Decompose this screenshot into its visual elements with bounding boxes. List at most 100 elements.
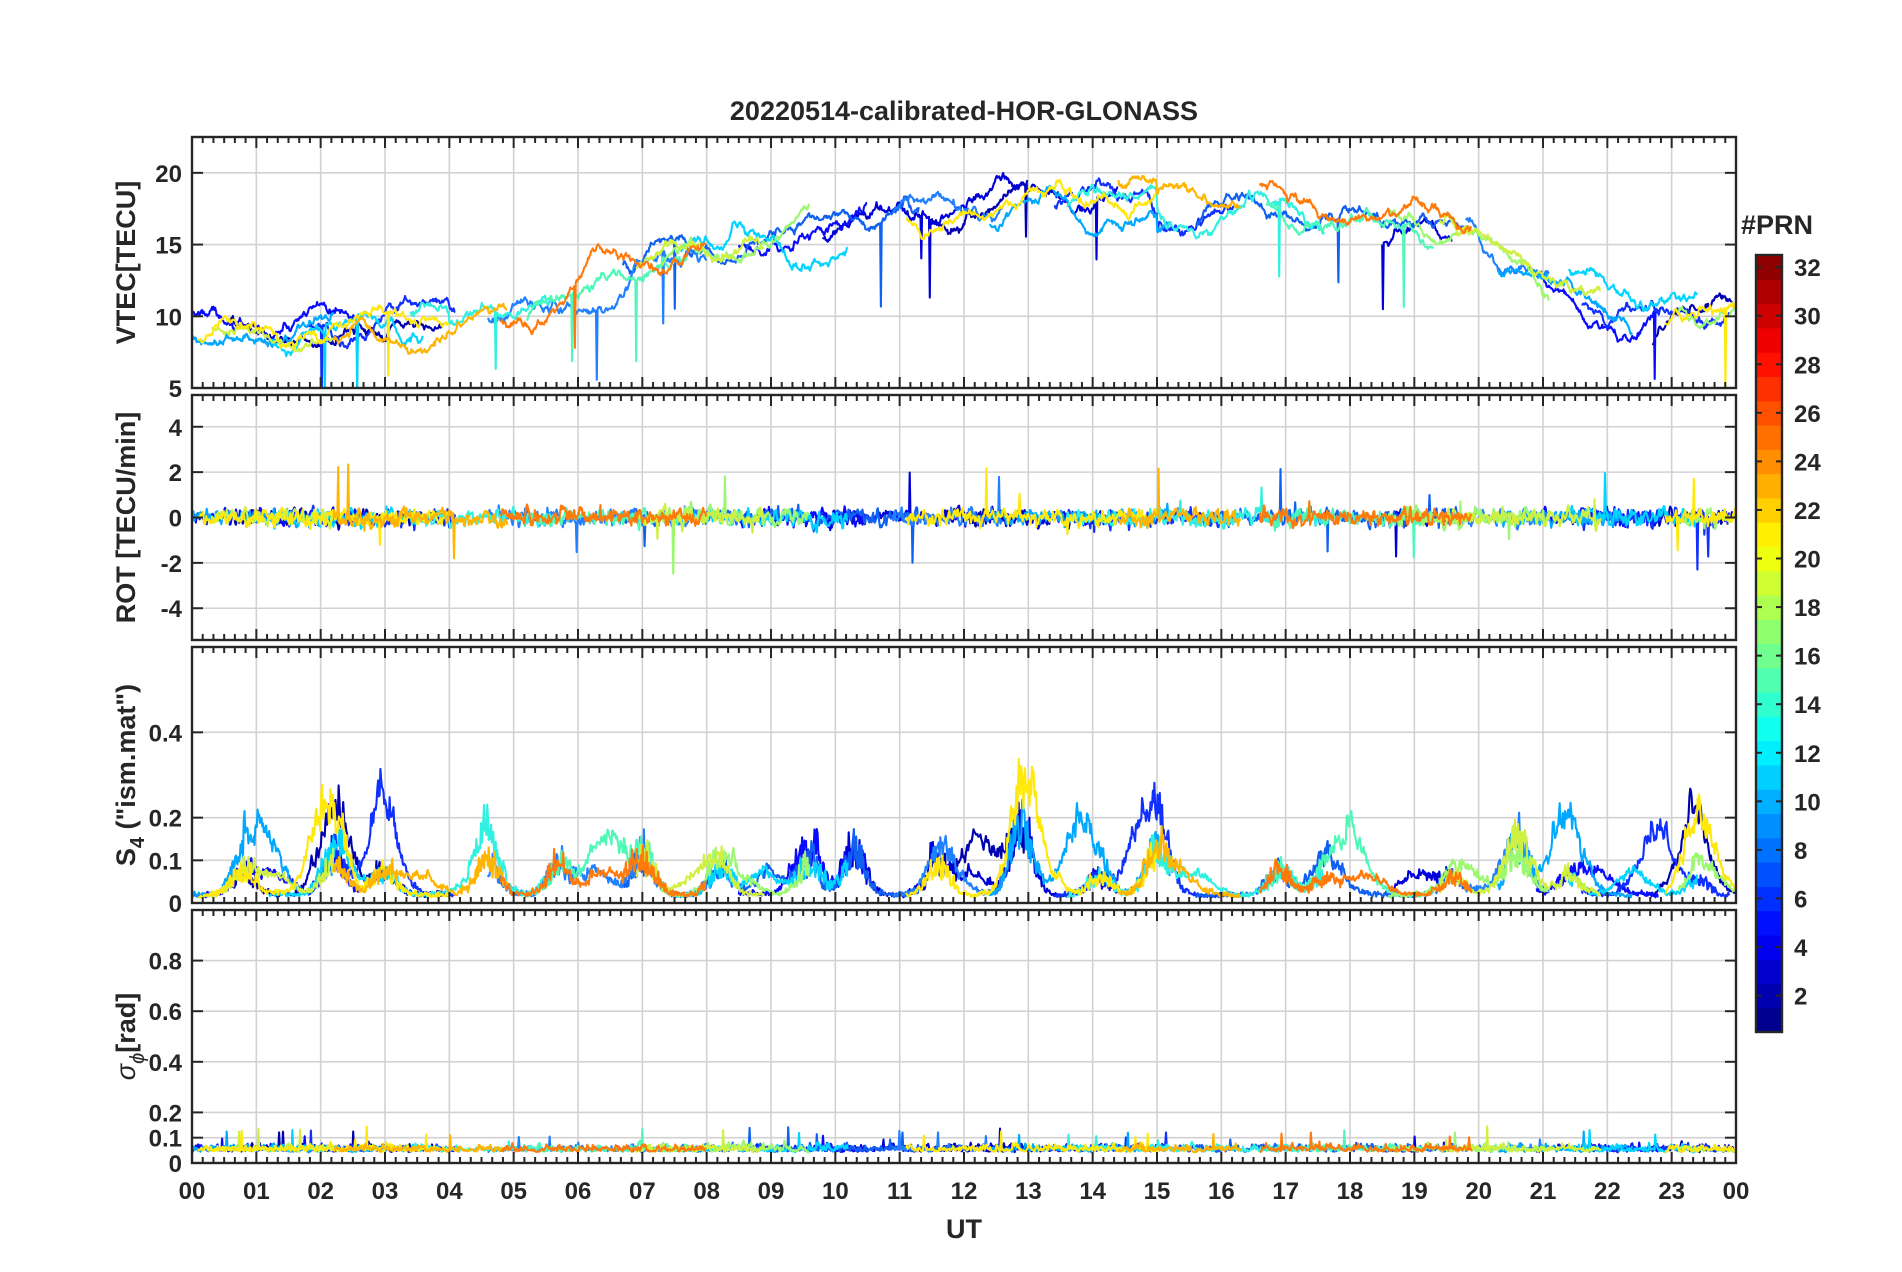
y-tick-label: 5 (169, 376, 182, 403)
colorbar-swatch (1756, 522, 1782, 547)
y-axis-label: VTEC[TECU] (111, 181, 141, 345)
series-lines (192, 171, 1736, 388)
series-line-prn-13 (197, 506, 450, 547)
colorbar-swatch (1756, 1007, 1782, 1033)
x-tick-label: 10 (822, 1178, 849, 1205)
series-line-prn-13 (905, 1130, 1158, 1153)
series-line-prn-13 (905, 178, 1157, 241)
x-tick-label: 03 (372, 1178, 399, 1205)
x-axis-label: UT (946, 1214, 982, 1244)
series-line-prn-14 (332, 463, 509, 560)
y-tick-label: 0.4 (149, 1050, 183, 1077)
colorbar-tick-label: 2 (1794, 984, 1807, 1011)
y-axis-label: σϕ[rad] (111, 993, 149, 1080)
x-tick-label: 05 (500, 1178, 527, 1205)
colorbar-swatch (1756, 570, 1782, 596)
x-tick-label: 16 (1208, 1178, 1235, 1205)
series-line-prn-13 (905, 758, 1158, 898)
y-tick-label: 0 (169, 1151, 182, 1178)
y-axis-label: ROT [TECU/min] (111, 412, 141, 623)
x-tick-labels: 00 01 02 03 04 05 06 07 08 09 10 11 12 13 14 15 16 17 18 19… (179, 1178, 1750, 1205)
series-line-prn-9 (1066, 183, 1325, 278)
x-tick-label: 02 (307, 1178, 334, 1205)
x-tick-label: 19 (1401, 1178, 1428, 1205)
y-tick-label: 0.6 (149, 999, 182, 1026)
x-tick-label: 00 (179, 1178, 206, 1205)
y-axis-label-rest: ("ism.mat") (111, 684, 141, 837)
series-line-prn-3 (737, 201, 868, 257)
series-line-prn-3 (1535, 270, 1660, 381)
x-tick-label: 09 (758, 1178, 785, 1205)
series-line-prn-15 (499, 844, 707, 898)
series-line-prn-3 (1535, 855, 1659, 899)
colorbar-tick-label: 16 (1794, 644, 1821, 671)
y-axis-label-rest: [rad] (111, 993, 141, 1053)
y-axis-label-sub: 4 (127, 836, 149, 848)
rot-panel: -4 -2 0 2 4 ROT [TECU/min] (111, 393, 1738, 642)
colorbar-tick-label: 22 (1794, 498, 1821, 525)
series-line-prn-5 (1195, 191, 1466, 284)
y-tick-label: 10 (155, 304, 182, 331)
colorbar-tick-label: 32 (1794, 255, 1821, 282)
series-line-prn-3 (1535, 505, 1660, 529)
colorbar-tick-label: 14 (1794, 692, 1821, 719)
vtec-panel: 5 10 15 20 VTEC[TECU] (111, 135, 1738, 403)
y-tick-label: 0.8 (149, 949, 182, 976)
series-line-prn-13 (1664, 1143, 1736, 1154)
y-tick-label: 0 (169, 891, 182, 918)
x-tick-label: 21 (1530, 1178, 1557, 1205)
colorbar-tick-label: 10 (1794, 789, 1821, 816)
y-tick-label: 0.2 (149, 1100, 182, 1127)
s4-panel: 00.10.20.4S4 ("ism.mat") (111, 645, 1738, 918)
series-line-prn-7 (1497, 1130, 1634, 1154)
x-tick-label: 04 (436, 1178, 463, 1205)
y-axis-label: S4 ("ism.mat") (111, 684, 149, 866)
series-line-prn-12 (1439, 1125, 1602, 1153)
series-line-prn-5 (621, 195, 920, 310)
series-line-prn-14 (1117, 1132, 1242, 1154)
series-line-prn-12 (210, 847, 335, 898)
colorbar-tick-label: 8 (1794, 838, 1807, 865)
x-tick-label: 14 (1079, 1178, 1106, 1205)
series-line-prn-4 (1581, 299, 1731, 330)
x-tick-label: 17 (1272, 1178, 1299, 1205)
series-line-prn-8 (1567, 1129, 1698, 1154)
series-line-prn-10 (525, 255, 689, 363)
y-axis-label-sub: ϕ (127, 1053, 149, 1064)
colorbar-swatch (1756, 764, 1782, 790)
series-line-prn-13 (1664, 477, 1736, 552)
y-axis-label-main: S (111, 848, 141, 866)
series-line-prn-6 (892, 190, 1004, 223)
series-line-prn-11 (660, 203, 811, 267)
colorbar-swatch (1756, 424, 1782, 450)
y-tick-label: 0.2 (149, 806, 182, 833)
y-tick-label: 2 (169, 460, 182, 487)
series-lines (192, 1125, 1736, 1154)
series-line-prn-15 (499, 242, 707, 349)
series-line-prn-14 (1118, 824, 1241, 899)
x-tick-label: 22 (1594, 1178, 1621, 1205)
series-line-prn-8 (1567, 864, 1698, 898)
colorbar-swatch (1756, 619, 1782, 645)
x-tick-label: 07 (629, 1178, 656, 1205)
colorbar-swatch (1756, 279, 1782, 305)
y-tick-label: -2 (161, 551, 182, 578)
colorbar-tick-label: 28 (1794, 352, 1821, 379)
sigma-phi-panel: 00.10.20.40.60.8σϕ[rad] (111, 908, 1738, 1178)
series-line-prn-13 (197, 304, 450, 377)
series-line-prn-13 (1664, 793, 1736, 894)
series-line-prn-14 (1117, 175, 1241, 209)
series-line-prn-13 (905, 467, 1158, 536)
axis-ticks (191, 395, 1737, 640)
x-tick-label: 11 (887, 1178, 912, 1205)
colorbar-swatch (1756, 959, 1782, 985)
y-tick-label: 0 (169, 506, 182, 533)
series-line-prn-12 (211, 325, 334, 353)
colorbar-tick-label: 6 (1794, 886, 1807, 913)
series-line-prn-15 (1258, 179, 1473, 235)
gridlines (192, 910, 1736, 1163)
chart-title: 20220514-calibrated-HOR-GLONASS (730, 96, 1198, 126)
series-line-prn-14 (332, 302, 508, 356)
y-tick-label: 20 (155, 161, 182, 188)
